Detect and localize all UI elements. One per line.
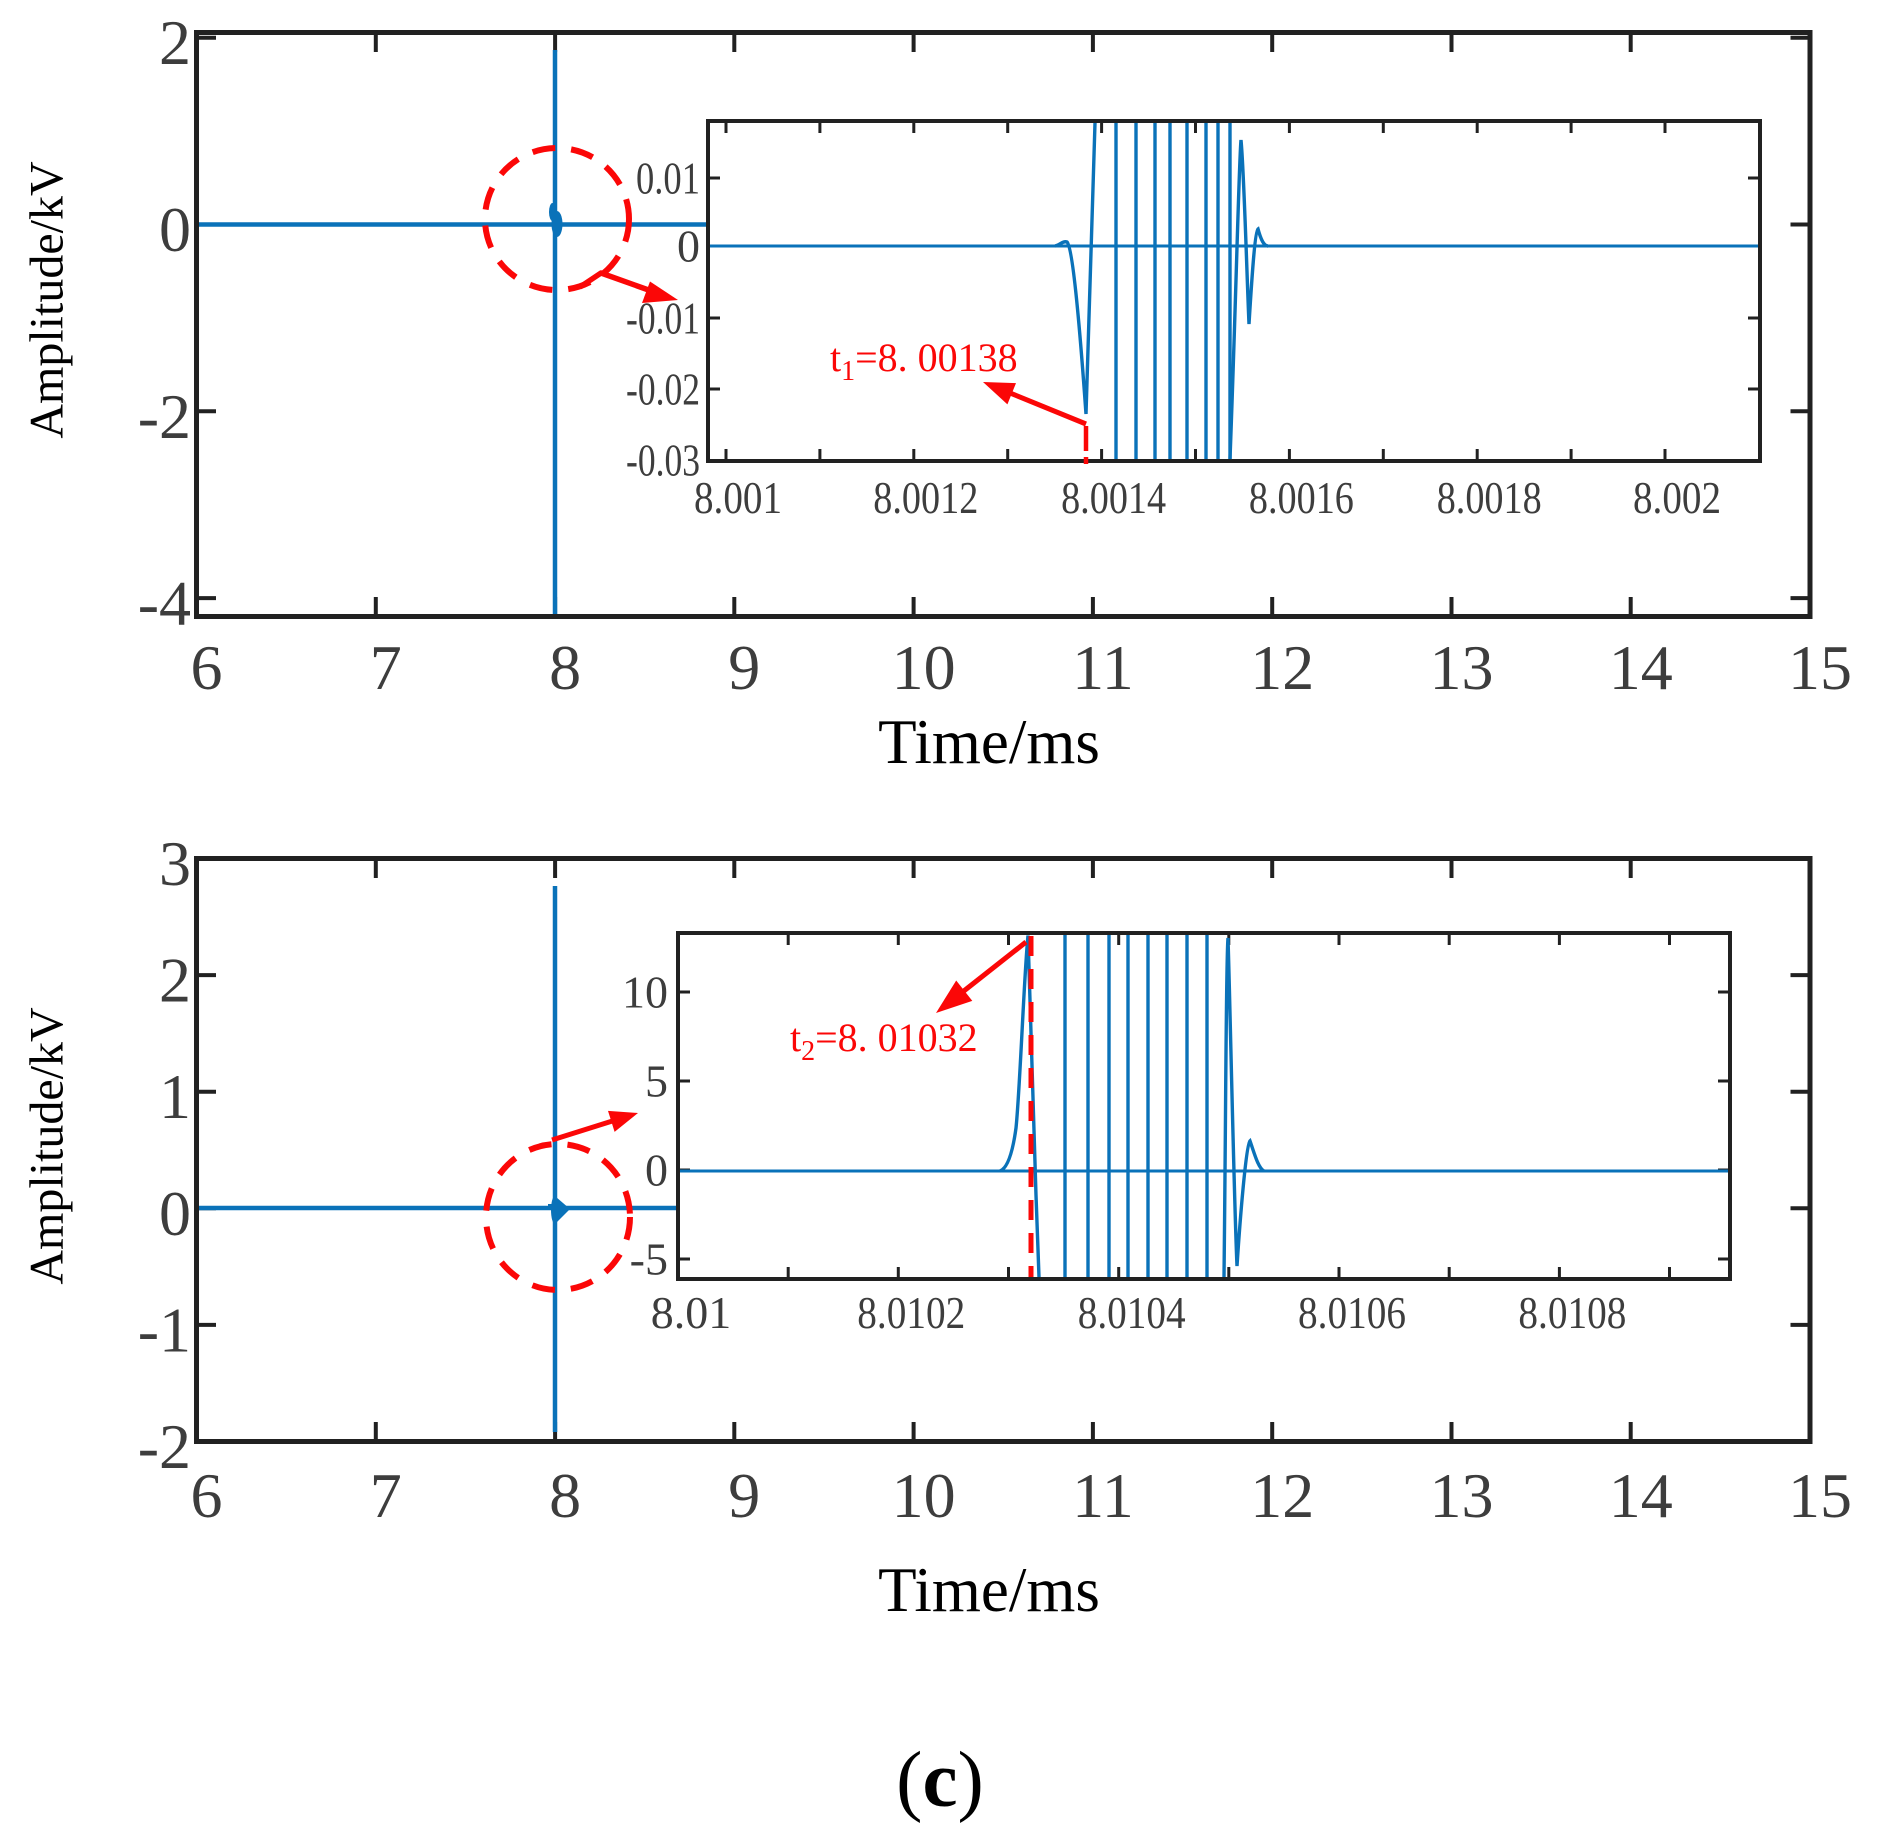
svg-text:8: 8 — [549, 1460, 581, 1531]
svg-text:8: 8 — [549, 632, 581, 703]
svg-text:(c): (c) — [896, 1737, 984, 1824]
svg-text:9: 9 — [728, 1460, 760, 1531]
svg-text:Time/ms: Time/ms — [878, 1555, 1100, 1625]
svg-text:0.01: 0.01 — [636, 153, 700, 204]
svg-text:-2: -2 — [138, 381, 191, 452]
svg-text:10: 10 — [622, 967, 668, 1018]
svg-text:11: 11 — [1072, 1460, 1134, 1531]
svg-text:12: 12 — [1250, 1460, 1314, 1531]
svg-text:8.0108: 8.0108 — [1518, 1287, 1626, 1338]
svg-text:8.002: 8.002 — [1633, 472, 1721, 523]
svg-text:2: 2 — [159, 945, 191, 1016]
svg-text:8.0104: 8.0104 — [1078, 1287, 1186, 1338]
svg-text:8.0014: 8.0014 — [1061, 472, 1166, 523]
svg-text:0: 0 — [677, 221, 700, 272]
svg-text:t1=8. 00138: t1=8. 00138 — [830, 335, 1018, 387]
svg-text:8.0018: 8.0018 — [1437, 472, 1542, 523]
svg-text:-1: -1 — [138, 1294, 191, 1365]
svg-text:10: 10 — [892, 632, 956, 703]
svg-text:13: 13 — [1430, 1460, 1494, 1531]
svg-text:7: 7 — [370, 632, 402, 703]
svg-text:11: 11 — [1072, 632, 1134, 703]
svg-text:8.001: 8.001 — [694, 472, 782, 523]
svg-text:14: 14 — [1609, 1460, 1673, 1531]
svg-text:2: 2 — [159, 7, 191, 78]
svg-text:Amplitude/kV: Amplitude/kV — [21, 161, 74, 439]
svg-text:5: 5 — [645, 1056, 668, 1107]
svg-text:1: 1 — [159, 1061, 191, 1132]
svg-text:14: 14 — [1609, 632, 1673, 703]
svg-text:13: 13 — [1430, 632, 1494, 703]
svg-text:-0.02: -0.02 — [626, 364, 700, 415]
svg-text:-2: -2 — [138, 1411, 191, 1482]
svg-text:0: 0 — [645, 1145, 668, 1196]
svg-text:0: 0 — [159, 1178, 191, 1249]
svg-text:Time/ms: Time/ms — [878, 707, 1100, 777]
svg-text:t2=8. 01032: t2=8. 01032 — [790, 1015, 978, 1067]
svg-text:-0.03: -0.03 — [626, 435, 700, 486]
svg-text:9: 9 — [728, 632, 760, 703]
svg-text:-0.01: -0.01 — [626, 293, 700, 344]
svg-text:12: 12 — [1250, 632, 1314, 703]
svg-text:8.01: 8.01 — [651, 1287, 732, 1338]
svg-text:15: 15 — [1788, 1460, 1852, 1531]
svg-text:3: 3 — [159, 828, 191, 899]
svg-text:Amplitude/kV: Amplitude/kV — [21, 1007, 74, 1285]
svg-text:6: 6 — [191, 632, 223, 703]
svg-text:8.0106: 8.0106 — [1298, 1287, 1406, 1338]
svg-text:0: 0 — [159, 194, 191, 265]
svg-text:10: 10 — [892, 1460, 956, 1531]
svg-text:-4: -4 — [138, 568, 191, 639]
svg-text:6: 6 — [191, 1460, 223, 1531]
svg-text:8.0012: 8.0012 — [873, 472, 978, 523]
svg-text:8.0102: 8.0102 — [857, 1287, 965, 1338]
svg-text:8.0016: 8.0016 — [1249, 472, 1354, 523]
svg-text:15: 15 — [1788, 632, 1852, 703]
svg-text:-5: -5 — [630, 1234, 668, 1285]
svg-text:7: 7 — [370, 1460, 402, 1531]
